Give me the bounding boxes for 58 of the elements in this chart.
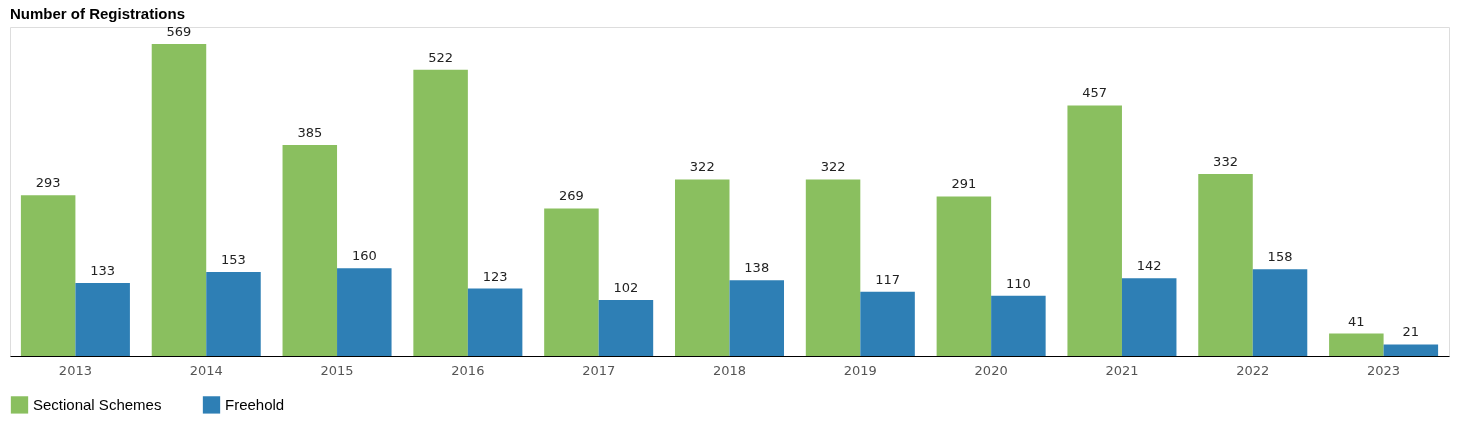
data-label: 117 <box>875 271 900 287</box>
bar <box>1383 344 1439 356</box>
bar <box>598 300 654 356</box>
data-label: 457 <box>1082 85 1108 101</box>
data-label: 385 <box>297 124 323 140</box>
data-label: 138 <box>744 260 770 276</box>
chart-title: Number of Registrations <box>10 5 186 22</box>
bar <box>544 208 599 356</box>
bar <box>1252 269 1308 356</box>
bar <box>20 195 76 356</box>
bar <box>1198 173 1253 356</box>
x-tick-label: 2019 <box>843 362 877 378</box>
data-label: 322 <box>689 159 715 175</box>
legend-label: Sectional Schemes <box>33 395 162 413</box>
data-label: 522 <box>428 49 454 65</box>
data-label: 41 <box>1348 313 1365 329</box>
bar <box>151 44 207 356</box>
legend-label: Freehold <box>225 395 285 413</box>
bar <box>729 280 785 356</box>
data-label: 142 <box>1136 258 1162 274</box>
data-label: 322 <box>820 159 846 175</box>
data-label: 153 <box>221 252 246 268</box>
x-tick-label: 2020 <box>974 362 1008 378</box>
bar <box>206 272 261 356</box>
x-tick-label: 2014 <box>189 362 223 378</box>
bar <box>467 288 523 356</box>
bar <box>936 196 992 356</box>
x-tick-label: 2023 <box>1367 362 1401 378</box>
data-label: 269 <box>559 188 584 204</box>
x-tick-label: 2017 <box>582 362 616 378</box>
x-tick-label: 2021 <box>1105 362 1139 378</box>
data-label: 293 <box>35 175 61 191</box>
bar <box>413 69 468 356</box>
data-label: 569 <box>166 24 192 39</box>
bar <box>1067 105 1122 356</box>
bar <box>282 144 338 356</box>
bar <box>674 179 730 356</box>
bar <box>75 283 130 356</box>
x-tick-label: 2013 <box>58 362 92 378</box>
bar <box>805 179 861 356</box>
data-label: 160 <box>351 248 377 264</box>
data-label: 110 <box>1005 275 1031 291</box>
bar <box>860 291 915 356</box>
data-label: 21 <box>1402 324 1420 340</box>
data-label: 332 <box>1213 153 1238 169</box>
bar <box>1121 278 1177 356</box>
x-tick-label: 2016 <box>451 362 485 378</box>
x-tick-label: 2015 <box>320 362 354 378</box>
data-label: 123 <box>482 268 508 284</box>
x-tick-label: 2022 <box>1236 362 1270 378</box>
data-label: 102 <box>613 280 639 296</box>
bar <box>337 268 392 356</box>
x-tick-label: 2018 <box>712 362 747 378</box>
data-label: 291 <box>951 176 977 192</box>
bar <box>991 295 1046 356</box>
bar <box>1329 333 1384 356</box>
data-label: 158 <box>1267 249 1293 265</box>
data-label: 133 <box>90 263 116 279</box>
